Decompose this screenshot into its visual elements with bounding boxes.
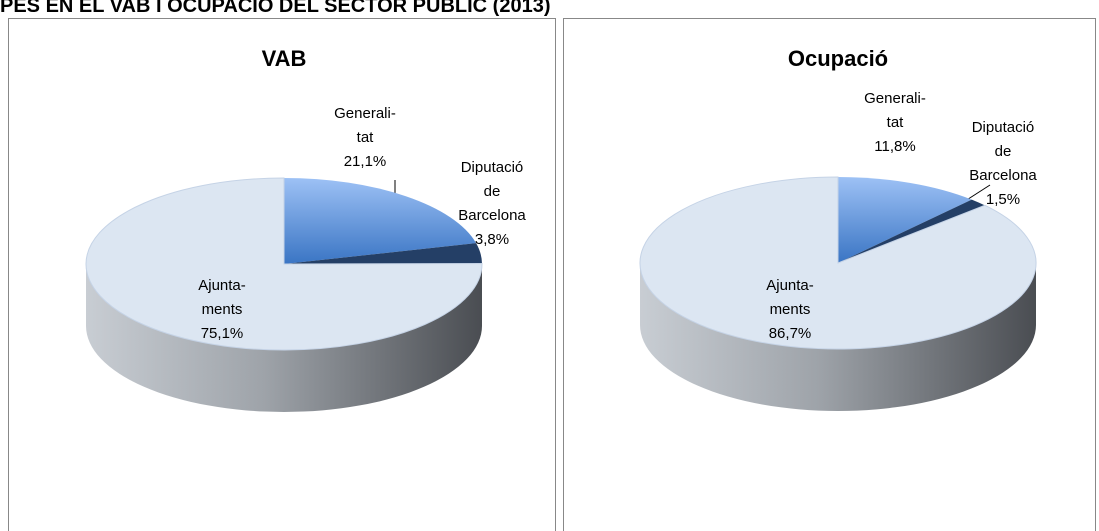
slice-label: tat [887, 114, 905, 131]
slice-label: Ajunta- [766, 277, 814, 294]
value-label: 1,5% [986, 191, 1020, 208]
main-title: PES EN EL VAB I OCUPACIÓ DEL SECTOR PÚBL… [0, 0, 550, 17]
value-label: 3,8% [475, 231, 509, 248]
slice-label: ments [770, 301, 811, 318]
pie-slice [838, 199, 985, 263]
slice-label: tat [357, 129, 375, 146]
chart-title: Ocupació [788, 46, 888, 71]
slice-label: Diputació [972, 119, 1035, 136]
value-label: 75,1% [201, 325, 244, 342]
chart-title: VAB [262, 46, 307, 71]
value-label: 21,1% [344, 153, 387, 170]
slice-label: Generali- [334, 105, 396, 122]
slice-label: Barcelona [969, 167, 1037, 184]
slice-label: de [995, 143, 1012, 160]
slice-label: Ajunta- [198, 277, 246, 294]
slice-label: Diputació [461, 159, 524, 176]
slice-label: Generali- [864, 90, 926, 107]
pie-side [86, 264, 482, 412]
panel [8, 18, 556, 531]
value-label: 11,8% [874, 138, 915, 155]
slice-label: Barcelona [458, 207, 526, 224]
pie-slice [284, 178, 477, 264]
slice-label: de [484, 183, 501, 200]
pie-slice [85, 177, 483, 351]
pie-slice [284, 243, 482, 264]
value-label: 86,7% [769, 325, 812, 342]
pie-side [640, 263, 1036, 411]
panel [563, 18, 1096, 531]
slice-label: ments [202, 301, 243, 318]
pie-slice [838, 177, 972, 263]
pie-slice [639, 176, 1037, 350]
